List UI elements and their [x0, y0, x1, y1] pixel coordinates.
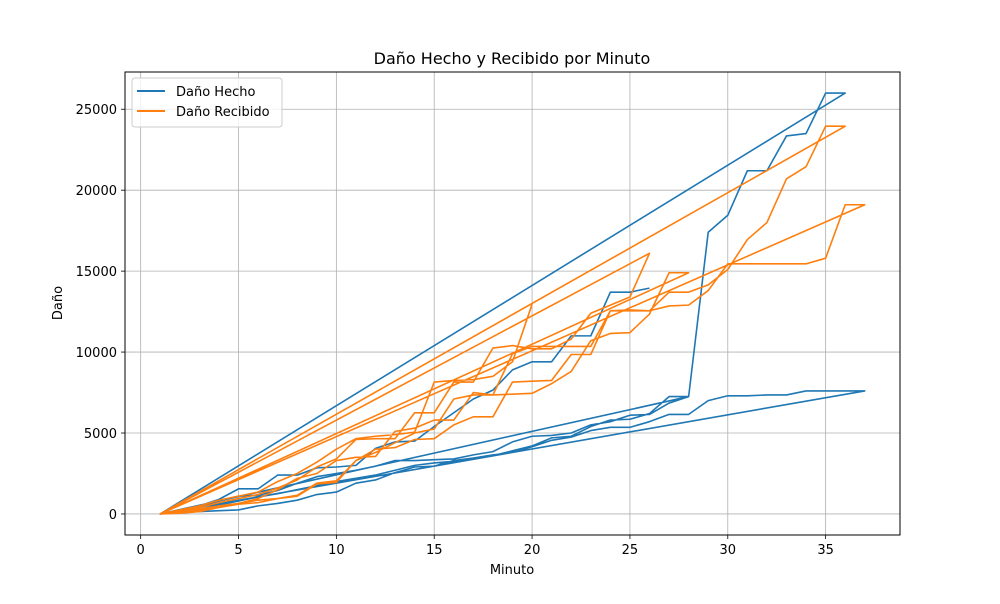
y-axis-label: Daño [51, 286, 66, 320]
x-tick-label: 20 [524, 543, 541, 558]
x-axis: 0 5 10 15 20 25 30 35 [137, 535, 834, 558]
plot-area [125, 72, 900, 535]
y-tick-label: 10000 [76, 346, 117, 361]
grid [125, 72, 900, 535]
series-line-dano-hecho [159, 92, 866, 515]
y-tick-label: 0 [109, 508, 117, 523]
series-layer [159, 92, 866, 515]
x-axis-label: Minuto [490, 563, 534, 578]
y-tick-label: 20000 [76, 184, 117, 199]
x-tick-label: 25 [622, 543, 639, 558]
plot-frame [124, 71, 901, 536]
legend: Daño Hecho Daño Recibido [131, 77, 283, 128]
chart-title: Daño Hecho y Recibido por Minuto [374, 49, 651, 68]
legend-label-dano-hecho: Daño Hecho [176, 85, 255, 100]
x-tick-label: 35 [817, 543, 834, 558]
y-tick-label: 25000 [76, 103, 117, 118]
x-tick-label: 0 [137, 543, 145, 558]
x-tick-label: 5 [234, 543, 242, 558]
y-tick-label: 15000 [76, 265, 117, 280]
y-axis: 0 5000 10000 15000 20000 25000 [76, 103, 125, 523]
legend-label-dano-recibido: Daño Recibido [176, 105, 270, 120]
series-line-dano-recibido [159, 125, 866, 515]
x-tick-label: 15 [426, 543, 443, 558]
x-tick-label: 10 [328, 543, 345, 558]
legend-box [131, 77, 283, 128]
y-tick-label: 5000 [84, 427, 117, 442]
x-tick-label: 30 [720, 543, 737, 558]
